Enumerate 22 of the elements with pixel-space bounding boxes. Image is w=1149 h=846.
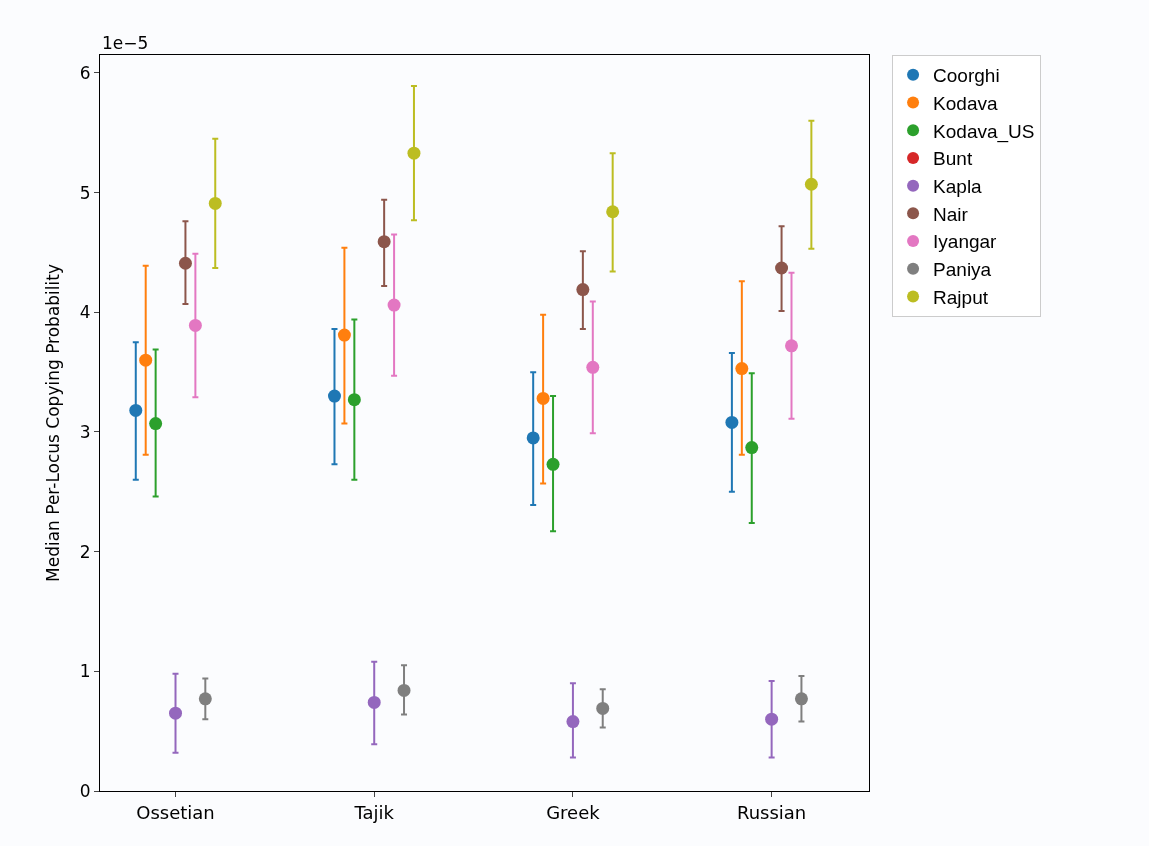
- x-tick-label: Ossetian: [136, 801, 215, 823]
- y-tick-label: 0: [79, 780, 91, 801]
- x-tick-label: Greek: [546, 801, 601, 823]
- x-tick-label: Russian: [736, 801, 807, 823]
- text: 1e−5: [102, 33, 149, 53]
- legend-label: Coorghi: [933, 65, 1000, 87]
- y-tick-label: 6: [79, 62, 91, 83]
- legend-label: Bunt: [933, 148, 973, 170]
- y-tick-label: 1: [79, 661, 91, 682]
- legend-label: Rajput: [933, 286, 989, 308]
- y-tick-label: 4: [79, 302, 91, 323]
- legend-label: Nair: [933, 203, 969, 225]
- legend-label: Kodava: [933, 92, 998, 114]
- legend-label: Iyangar: [933, 231, 998, 253]
- legend-label: Kodava_US: [933, 120, 1035, 143]
- legend-label: Kapla: [933, 176, 983, 198]
- y-tick-label: 3: [79, 421, 91, 442]
- legend-label: Paniya: [933, 259, 992, 281]
- y-tick-label: 2: [79, 541, 91, 562]
- y-axis-title: Median Per-Locus Copying Probability: [43, 263, 64, 583]
- x-tick-label: Tajik: [353, 801, 395, 823]
- y-tick-label: 5: [79, 182, 91, 203]
